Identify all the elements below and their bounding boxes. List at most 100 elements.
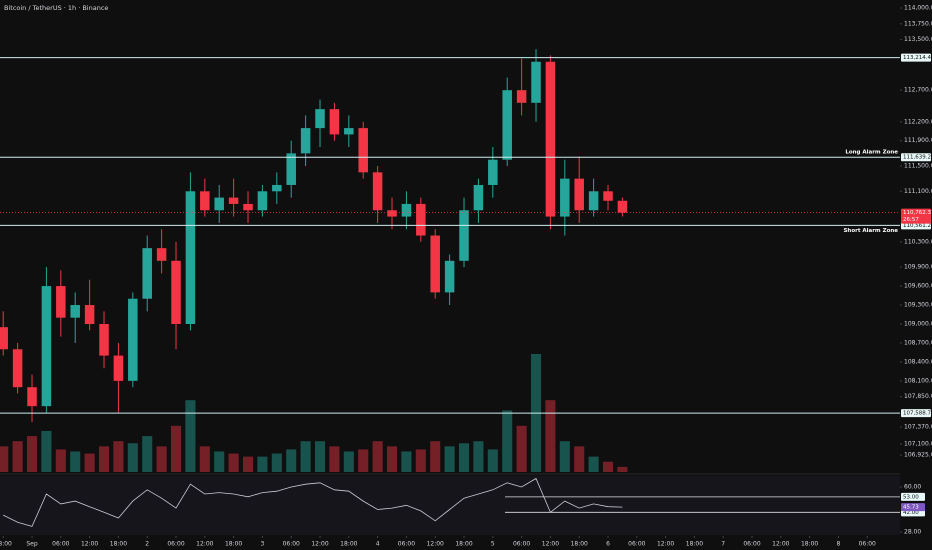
candle-body (272, 184, 282, 192)
x-tick-label: 06:00 (167, 541, 184, 548)
x-tick-label: 7 (721, 541, 725, 548)
candle-body (560, 178, 570, 217)
candle-body (200, 191, 210, 211)
x-tick-label: 12:00 (657, 541, 674, 548)
volume-bar (257, 456, 268, 472)
candle-body (243, 203, 253, 211)
y-tick-label: 114,000.00 (904, 5, 932, 12)
x-tick-label: 06:00 (513, 541, 530, 548)
chart-title: Bitcoin / TetherUS · 1h · Binance (4, 4, 108, 12)
volume-bar (545, 400, 556, 472)
y-tick-label: 109,600.00 (904, 283, 932, 290)
volume-bar (487, 449, 498, 472)
volume-bar (430, 441, 441, 472)
volume-bar (26, 436, 38, 472)
level-label-box (901, 409, 931, 418)
volume-bar (329, 446, 340, 472)
x-tick-label: 5 (491, 541, 495, 548)
countdown: 26:57 (903, 217, 919, 223)
candle-body (516, 90, 527, 103)
volume-bar (602, 461, 614, 472)
candle-body (214, 197, 224, 211)
plot (0, 49, 900, 527)
level-label-box (901, 53, 931, 62)
candle-body (444, 260, 455, 293)
y-tick-label: 113,750.00 (904, 20, 932, 27)
volume-bar (0, 446, 9, 472)
y-tick-label: 110,300.00 (904, 238, 932, 245)
candle-body (257, 191, 268, 211)
x-tick-label: 18:00 (0, 541, 12, 548)
candle-body (142, 248, 152, 299)
volume-bar (516, 425, 527, 472)
volume-bar (41, 430, 52, 472)
candle-body (12, 349, 23, 388)
x-tick-label: 06:00 (743, 541, 760, 548)
y-tick-label: 111,500.00 (904, 163, 932, 170)
candle-body (358, 128, 368, 173)
candle-body (171, 260, 181, 324)
x-tick-label: 12:00 (772, 541, 789, 548)
volume-bar (401, 451, 412, 472)
candle-body (574, 178, 584, 211)
candle-body (27, 387, 37, 407)
candle-body (603, 191, 613, 201)
candle-body (545, 61, 556, 217)
volume-bar (444, 446, 455, 472)
candle-body (401, 203, 412, 217)
x-tick-label: 18:00 (801, 541, 818, 548)
candle-body (488, 159, 498, 185)
volume-bar (214, 451, 225, 472)
level-label: 111,639.23 (903, 155, 932, 161)
volume-bar (358, 449, 369, 472)
candle-body (99, 323, 109, 356)
time-axis (0, 536, 900, 550)
candle-body (84, 305, 95, 324)
candle-body (344, 128, 354, 135)
volume-bar (300, 441, 311, 472)
x-tick-label: 18:00 (340, 541, 357, 548)
candle-body (286, 153, 296, 185)
x-tick-label: 8 (837, 541, 841, 548)
x-tick-label: 12:00 (196, 541, 213, 548)
x-tick-label: 2 (145, 541, 149, 548)
volume-bar (502, 410, 513, 472)
candle-body (617, 200, 628, 213)
candle-body (473, 184, 484, 211)
candle-body (430, 235, 440, 293)
volume-bar (156, 446, 167, 472)
y-tick-label: 111,900.00 (904, 137, 932, 144)
x-tick-label: 12:00 (311, 541, 328, 548)
rsi-line (3, 477, 623, 527)
candle-body (41, 286, 52, 407)
candle-body (372, 172, 383, 211)
y-tick-label: 113,500.00 (904, 36, 932, 43)
candle-body (113, 355, 124, 381)
candle-body (416, 203, 426, 236)
rsi-tick-label: 28.00 (904, 529, 921, 536)
candle-body (0, 327, 8, 350)
volume-bar (559, 441, 570, 472)
level-label: 107,588.79 (903, 411, 932, 417)
volume-bar (98, 446, 110, 472)
candle-body (56, 286, 66, 318)
volume-bar (55, 449, 66, 472)
y-tick-label: 109,300.00 (904, 302, 932, 309)
candle-body (228, 197, 239, 204)
candle-body (329, 109, 340, 135)
candle-body (459, 210, 469, 261)
volume-bar (142, 436, 153, 472)
x-tick-label: 06:00 (283, 541, 300, 548)
rsi-panel (0, 476, 900, 535)
y-tick-label: 109,000.00 (904, 320, 932, 327)
candle-body (502, 90, 512, 160)
x-tick-label: 06:00 (628, 541, 645, 548)
x-tick-label: 18:00 (225, 541, 242, 548)
rsi-level-label: 53.00 (903, 494, 919, 500)
volume-bar (458, 443, 470, 472)
y-tick-label: 111,100.00 (904, 188, 932, 195)
y-tick-label: 108,400.00 (904, 358, 932, 365)
x-tick-label: Sep (26, 541, 38, 548)
